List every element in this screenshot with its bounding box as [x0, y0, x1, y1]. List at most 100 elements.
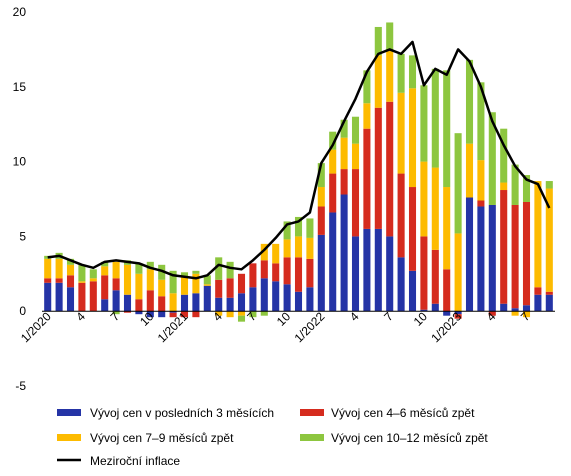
bar-segment-s0-43	[534, 294, 542, 312]
bar-segment-s0-0	[44, 282, 52, 312]
bar-segment-s2-3	[78, 281, 86, 283]
bar-segment-s1-42	[522, 201, 531, 306]
bar-segment-s1-39	[488, 311, 496, 316]
bar-segment-s3-29	[374, 26, 382, 56]
x-axis-ticks: 1/2020 4 7 101/2021 4 7 101/2022 4 7 101/2023 4 7	[18, 309, 533, 345]
bar-segment-s2-0	[44, 258, 52, 279]
bar-segment-s0-33	[420, 309, 428, 312]
bar-segment-s1-4	[89, 281, 97, 312]
bar-series-group	[44, 22, 553, 322]
bar-segment-s2-2	[66, 264, 75, 276]
bar-segment-s3-33	[420, 85, 428, 162]
bar-segment-s0-39	[488, 204, 496, 312]
bar-segment-s0-19	[260, 278, 268, 312]
bar-segment-s3-15	[215, 257, 223, 280]
bar-segment-s1-31	[397, 173, 405, 258]
bar-segment-s1-5	[101, 275, 109, 300]
bar-segment-s1-25	[329, 173, 337, 213]
x-tick-label: 10	[274, 309, 294, 329]
bar-segment-s3-44	[545, 181, 553, 189]
x-tick-label: 10	[411, 309, 431, 329]
bar-segment-s1-21	[283, 257, 291, 285]
bar-segment-s2-6	[112, 261, 120, 279]
bar-segment-s2-36	[454, 233, 462, 312]
bar-segment-s3-26	[340, 119, 348, 138]
y-tick-label: 20	[13, 5, 27, 19]
bar-segment-s2-10	[158, 279, 166, 297]
bar-segment-s0-36	[454, 311, 462, 315]
bar-segment-s0-7	[123, 294, 132, 312]
bar-segment-s3-5	[101, 261, 109, 267]
bar-segment-s2-22	[294, 236, 303, 258]
y-tick-label: 15	[13, 80, 27, 94]
bar-segment-s3-24	[317, 163, 325, 188]
bar-segment-s0-13	[192, 293, 200, 312]
bar-segment-s0-30	[386, 236, 394, 312]
bar-segment-s0-9	[146, 311, 154, 318]
bar-segment-s2-33	[420, 161, 428, 237]
bar-segment-s3-23	[306, 218, 314, 238]
bar-segment-s1-33	[420, 236, 428, 310]
bar-segment-s2-1	[55, 258, 63, 279]
bar-segment-s2-21	[283, 239, 291, 258]
bar-segment-s3-12	[180, 272, 189, 277]
bar-segment-s2-13	[192, 273, 200, 294]
bar-segment-s1-38	[477, 200, 485, 207]
bar-segment-s1-16	[226, 278, 234, 298]
bar-segment-s1-29	[374, 107, 382, 229]
bar-segment-s0-20	[272, 281, 280, 312]
bar-segment-s0-28	[363, 228, 371, 312]
bar-segment-s2-9	[146, 269, 154, 291]
bar-segment-s2-27	[351, 143, 360, 170]
bar-segment-s3-4	[89, 269, 97, 279]
bar-segment-s0-21	[283, 284, 291, 312]
bar-segment-s1-23	[306, 258, 314, 288]
y-tick-label: -5	[15, 379, 26, 393]
bar-segment-s1-9	[146, 290, 154, 312]
bar-segment-s3-16	[226, 261, 234, 279]
bar-segment-s1-10	[158, 296, 166, 312]
y-axis-ticks: -5 0 5 10 15 20	[13, 5, 27, 393]
bar-segment-s3-9	[146, 261, 154, 270]
legend-swatch-series-1	[300, 409, 324, 416]
bar-segment-s0-37	[465, 197, 474, 312]
bar-segment-s3-19	[260, 311, 268, 316]
legend-label-series-1: Vývoj cen 4–6 měsíců zpět	[331, 406, 475, 420]
bar-segment-s1-34	[431, 249, 439, 304]
bar-segment-s0-8	[135, 311, 143, 315]
bar-segment-s3-6	[112, 311, 120, 315]
bar-segment-s0-18	[249, 287, 257, 312]
bar-segment-s1-15	[215, 279, 223, 298]
bar-segment-s0-16	[226, 297, 234, 312]
bar-segment-s0-1	[55, 282, 63, 312]
legend-label-series-3: Vývoj cen 10–12 měsíců zpět	[331, 431, 488, 445]
bar-segment-s3-14	[203, 275, 211, 285]
inflation-line	[47, 40, 551, 280]
bar-segment-s0-11	[169, 311, 177, 313]
bar-segment-s3-8	[135, 263, 143, 274]
legend: Vývoj cen v posledních 3 měsících Vývoj …	[57, 406, 488, 468]
bar-segment-s0-31	[397, 257, 405, 312]
bar-segment-s1-6	[112, 278, 120, 291]
bar-segment-s1-22	[294, 257, 303, 292]
bar-segment-s0-24	[317, 234, 325, 312]
bar-segment-s2-26	[340, 137, 348, 170]
bar-segment-s2-15	[215, 311, 223, 316]
bar-segment-s0-26	[340, 194, 348, 312]
bar-segment-s2-8	[135, 273, 143, 300]
bar-segment-s2-43	[534, 181, 542, 288]
bar-segment-s2-11	[169, 293, 177, 312]
bar-segment-s1-17	[237, 273, 246, 294]
bar-segment-s1-35	[443, 269, 451, 312]
bar-segment-s1-24	[317, 206, 325, 235]
bar-segment-s3-2	[66, 258, 75, 265]
bar-segment-s3-41	[511, 164, 519, 205]
bar-segment-s2-29	[374, 55, 382, 108]
bar-segment-s1-32	[408, 187, 417, 271]
bar-segment-s1-18	[249, 263, 257, 288]
bar-segment-s3-22	[294, 216, 303, 237]
bar-segment-s3-13	[192, 270, 200, 274]
bar-segment-s2-19	[260, 243, 268, 261]
legend-label-line: Meziroční inflace	[90, 454, 180, 468]
